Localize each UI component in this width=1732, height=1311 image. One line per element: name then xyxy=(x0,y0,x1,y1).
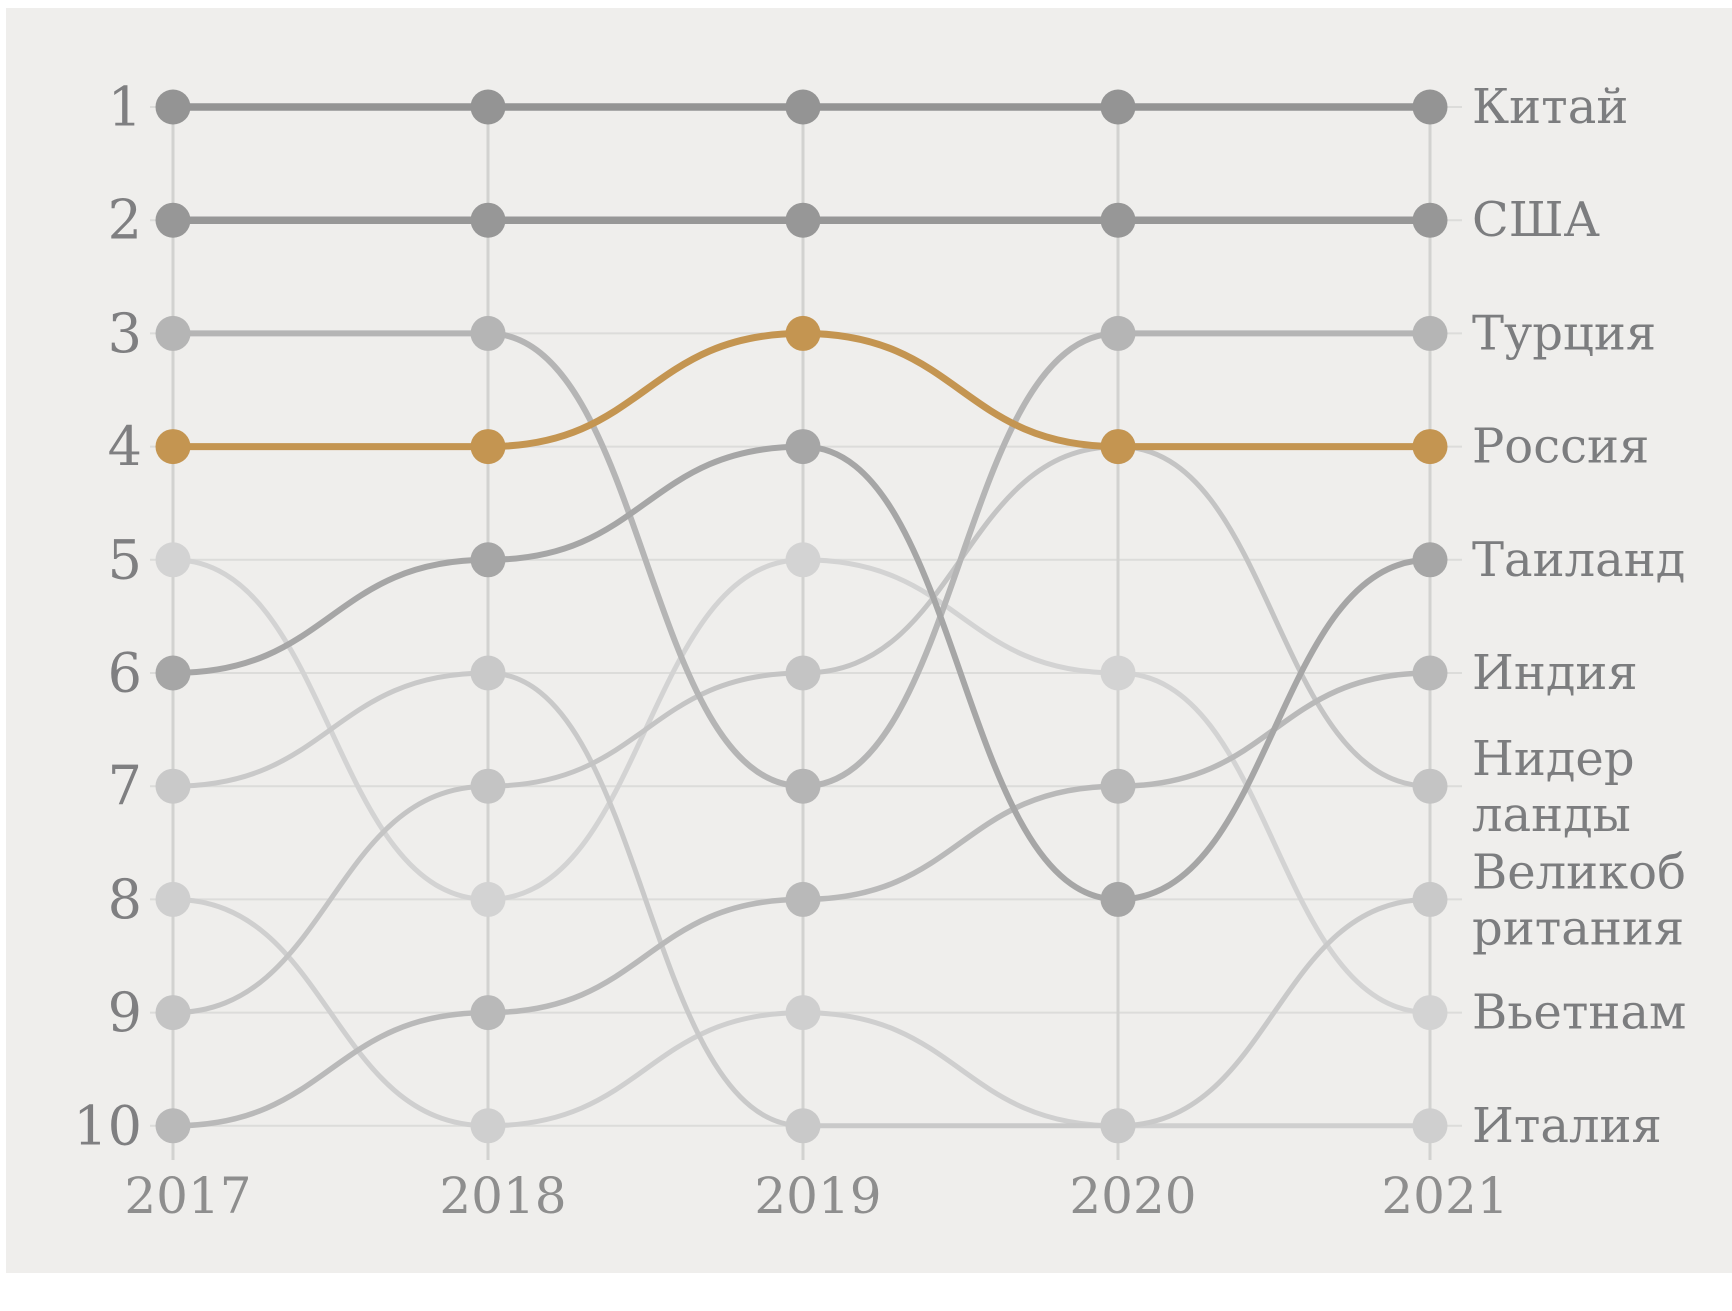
country-dot xyxy=(785,202,821,238)
country-dot xyxy=(785,429,821,465)
rank-axis-label: 1 xyxy=(108,76,142,139)
year-axis-label: 2019 xyxy=(754,1167,881,1225)
country-line xyxy=(172,444,1431,1016)
country-dot xyxy=(470,995,506,1031)
year-axis-label: 2017 xyxy=(124,1167,251,1225)
rank-axis-label: 5 xyxy=(108,528,142,591)
country-label: Турция xyxy=(1472,305,1656,361)
year-axis-label: 2018 xyxy=(439,1167,566,1225)
country-dot xyxy=(1412,768,1448,804)
year-axis-label: 2021 xyxy=(1381,1167,1508,1225)
country-dot xyxy=(785,315,821,351)
country-dot xyxy=(785,655,821,691)
country-dot xyxy=(1100,89,1136,125)
country-dot xyxy=(1100,768,1136,804)
country-dot xyxy=(155,995,191,1031)
rank-axis-label: 10 xyxy=(73,1094,142,1157)
country-label: Великоб xyxy=(1472,844,1686,900)
chart-panel: 1 2 3 4 5 6 7 8 9 10 2017 2018 2019 2020 2021 Китай США Т… xyxy=(6,8,1732,1273)
country-dot xyxy=(470,202,506,238)
country-dot xyxy=(1100,881,1136,917)
country-dot xyxy=(155,89,191,125)
country-dot xyxy=(470,429,506,465)
rank-axis-label: 2 xyxy=(108,189,142,252)
country-label: Италия xyxy=(1472,1098,1662,1154)
country-label: Индия xyxy=(1472,645,1638,701)
country-line xyxy=(172,896,1430,1129)
rank-axis-label: 4 xyxy=(108,415,142,478)
rank-axis-label: 8 xyxy=(108,868,142,931)
country-dot xyxy=(470,768,506,804)
rank-axis-label: 9 xyxy=(108,981,142,1044)
country-dot xyxy=(155,1108,191,1144)
country-dot xyxy=(1412,1108,1448,1144)
country-dot xyxy=(1412,542,1448,578)
country-dot xyxy=(155,315,191,351)
country-dot xyxy=(785,89,821,125)
country-line xyxy=(172,557,1431,1016)
year-axis-label: 2020 xyxy=(1069,1167,1196,1225)
country-dot xyxy=(470,315,506,351)
rank-axis-label: 7 xyxy=(108,755,142,818)
country-line xyxy=(172,670,1431,1129)
country-dot xyxy=(155,202,191,238)
country-label: США xyxy=(1472,192,1600,248)
country-dot xyxy=(785,995,821,1031)
country-dot xyxy=(1100,1108,1136,1144)
country-dot xyxy=(155,429,191,465)
country-dot xyxy=(1412,89,1448,125)
country-dot xyxy=(155,655,191,691)
rank-axis-label: 3 xyxy=(108,302,142,365)
country-label: Россия xyxy=(1472,419,1649,475)
country-dot xyxy=(470,881,506,917)
country-dot xyxy=(785,768,821,804)
country-dot xyxy=(470,542,506,578)
country-dot xyxy=(470,89,506,125)
country-dot xyxy=(470,655,506,691)
country-dot xyxy=(1100,202,1136,238)
country-dot xyxy=(1100,315,1136,351)
country-dot xyxy=(470,1108,506,1144)
country-dot xyxy=(1412,655,1448,691)
country-label: Китай xyxy=(1472,79,1628,135)
country-label: Нидер xyxy=(1472,731,1635,787)
country-label: Таиланд xyxy=(1472,532,1685,588)
country-label: ритания xyxy=(1472,900,1684,956)
country-dot xyxy=(785,1108,821,1144)
country-dot xyxy=(1412,202,1448,238)
country-label: Вьетнам xyxy=(1472,985,1686,1041)
country-dot xyxy=(1412,995,1448,1031)
country-dot xyxy=(1100,429,1136,465)
rank-axis-label: 6 xyxy=(108,642,142,705)
country-line xyxy=(172,443,1431,903)
country-label: ланды xyxy=(1472,787,1631,843)
country-dot xyxy=(1100,655,1136,691)
country-dot xyxy=(155,881,191,917)
country-dot xyxy=(155,768,191,804)
country-dot xyxy=(785,542,821,578)
country-dot xyxy=(1412,429,1448,465)
country-dot xyxy=(1412,881,1448,917)
country-dot xyxy=(785,881,821,917)
country-dot xyxy=(155,542,191,578)
country-dot xyxy=(1412,315,1448,351)
